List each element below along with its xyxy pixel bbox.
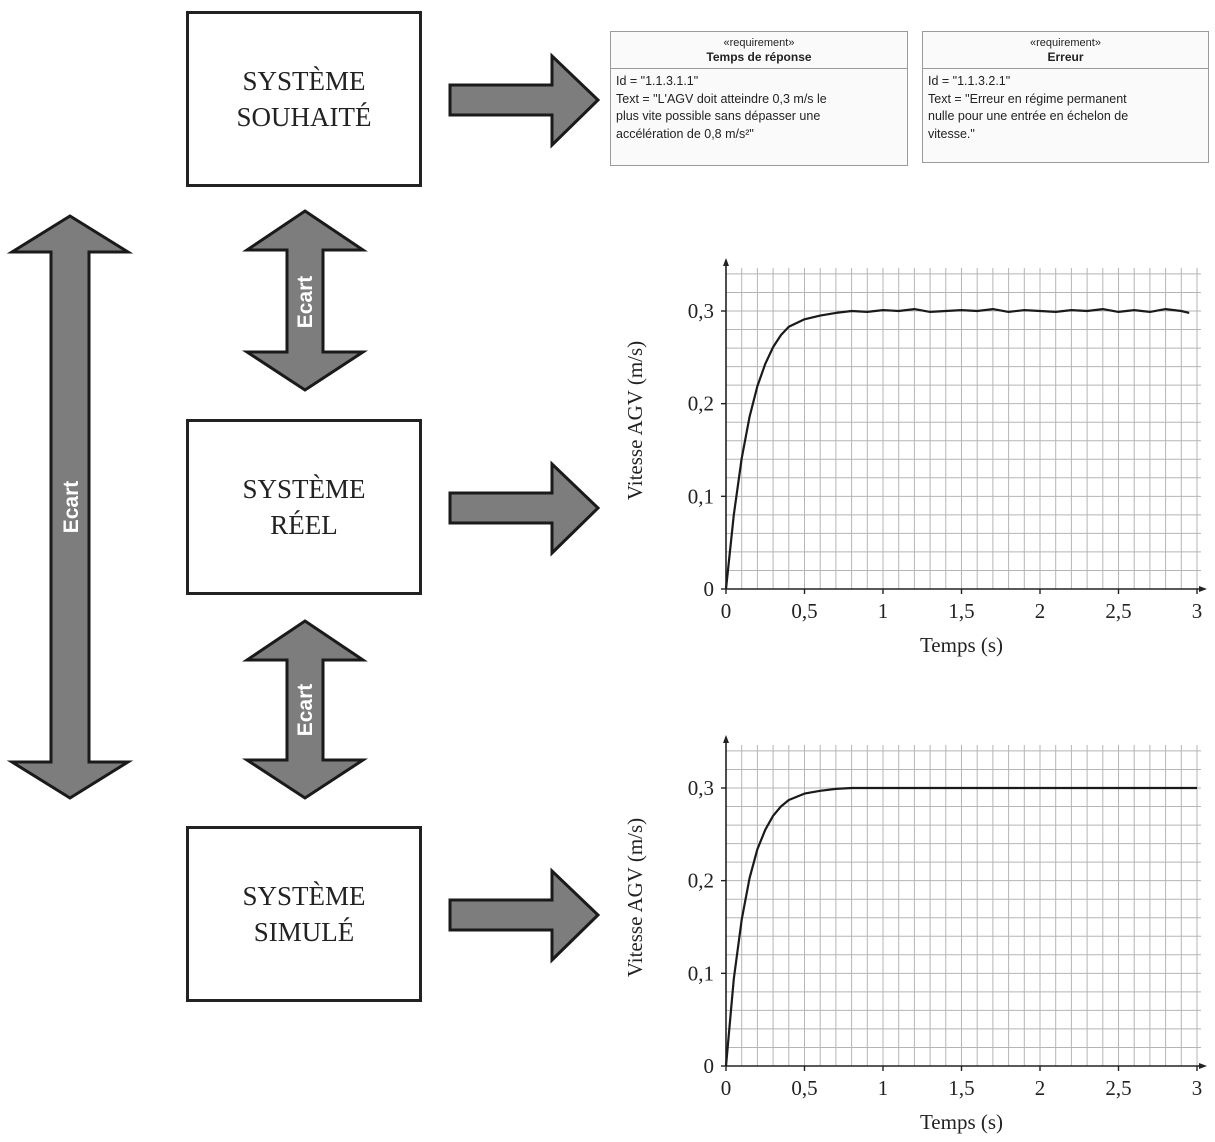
x-tick-label: 0,5 (791, 1076, 817, 1100)
x-tick-label: 1 (878, 599, 889, 623)
requirement-text-line: accélération de 0,8 m/s²" (616, 126, 754, 141)
x-tick-label: 2,5 (1105, 1076, 1131, 1100)
requirement-body: Id = "1.1.3.1.1" Text = "L'AGV doit atte… (611, 69, 907, 147)
x-tick-label: 3 (1192, 599, 1203, 623)
system-real-box: SYSTÈME RÉEL (186, 419, 422, 595)
requirement-text-line: Text = "L'AGV doit atteindre 0,3 m/s le (616, 91, 827, 106)
y-tick-label: 0,2 (688, 392, 714, 416)
requirement-response-time: «requirement» Temps de réponse Id = "1.1… (610, 31, 908, 166)
requirement-text-line: plus vite possible sans dépasser une (616, 109, 821, 123)
ecart-upper-label: Ecart (294, 276, 317, 329)
system-desired-line1: SYSTÈME (242, 66, 366, 96)
x-tick-label: 3 (1192, 1076, 1203, 1100)
system-real-line2: RÉEL (270, 510, 338, 540)
requirement-text-line: vitesse." (928, 126, 975, 141)
x-tick-label: 1 (878, 1076, 889, 1100)
y-tick-label: 0,3 (688, 776, 714, 800)
y-axis-label: Vitesse AGV (m/s) (623, 818, 647, 977)
requirement-body: Id = "1.1.3.2.1" Text = "Erreur en régim… (923, 69, 1208, 147)
requirement-name: Erreur (1047, 50, 1084, 64)
requirement-name: Temps de réponse (706, 50, 812, 64)
y-tick-label: 0 (704, 1054, 715, 1078)
x-tick-label: 2 (1035, 1076, 1046, 1100)
data-series-line (724, 786, 1197, 1067)
requirement-text-line: Text = "Erreur en régime permanent (928, 91, 1127, 106)
y-axis-arrowhead (723, 735, 729, 743)
requirement-text-line: nulle pour une entrée en échelon de (928, 109, 1129, 123)
x-tick-label: 2 (1035, 599, 1046, 623)
y-tick-label: 0,2 (688, 869, 714, 893)
y-tick-label: 0,1 (688, 961, 714, 985)
y-tick-label: 0 (704, 577, 715, 601)
requirement-error: «requirement» Erreur Id = "1.1.3.2.1" Te… (922, 31, 1209, 163)
requirement-id: Id = "1.1.3.1.1" (616, 74, 699, 88)
y-axis-arrowhead (723, 258, 729, 266)
ecart-lower-double-arrow (241, 619, 369, 800)
x-tick-label: 1,5 (948, 1076, 974, 1100)
requirement-header: «requirement» Temps de réponse (611, 32, 907, 69)
data-series-line (724, 308, 1190, 590)
ecart-lower-label: Ecart (294, 684, 317, 737)
system-desired-line2: SOUHAITÉ (236, 102, 372, 132)
y-tick-label: 0,3 (688, 299, 714, 323)
chart-real: 0 0,1 0,2 0,3 0 0,5 1 1,5 2 2,5 3 Temps (s) Vitesse … (623, 258, 1207, 657)
right-arrow-desired (448, 52, 601, 149)
right-arrow-real (448, 460, 601, 557)
system-simulated-line1: SYSTÈME (242, 881, 366, 911)
x-axis-arrowhead (1199, 1063, 1207, 1069)
chart-simulated: 0 0,1 0,2 0,3 0 0,5 1 1,5 2 2,5 3 Temps (s) Vitesse … (623, 735, 1207, 1134)
x-tick-label: 0 (721, 1076, 732, 1100)
x-axis-arrowhead (1199, 586, 1207, 592)
ecart-long-double-arrow (6, 214, 134, 800)
x-tick-label: 0 (721, 599, 732, 623)
x-axis-label: Temps (s) (920, 1110, 1003, 1134)
x-axis-label: Temps (s) (920, 633, 1003, 657)
requirement-stereotype: «requirement» (1030, 37, 1101, 49)
requirement-id: Id = "1.1.3.2.1" (928, 74, 1011, 88)
system-simulated-box: SYSTÈME SIMULÉ (186, 826, 422, 1002)
right-arrow-simulated (448, 867, 601, 964)
x-tick-label: 0,5 (791, 599, 817, 623)
requirement-header: «requirement» Erreur (923, 32, 1208, 69)
ecart-upper-double-arrow (241, 209, 369, 392)
system-simulated-line2: SIMULÉ (253, 917, 355, 947)
x-tick-label: 2,5 (1105, 599, 1131, 623)
y-tick-label: 0,1 (688, 484, 714, 508)
x-tick-label: 1,5 (948, 599, 974, 623)
system-real-line1: SYSTÈME (242, 474, 366, 504)
y-axis-label: Vitesse AGV (m/s) (623, 341, 647, 500)
ecart-long-label: Ecart (60, 481, 83, 534)
system-desired-box: SYSTÈME SOUHAITÉ (186, 11, 422, 187)
requirement-stereotype: «requirement» (723, 37, 795, 49)
